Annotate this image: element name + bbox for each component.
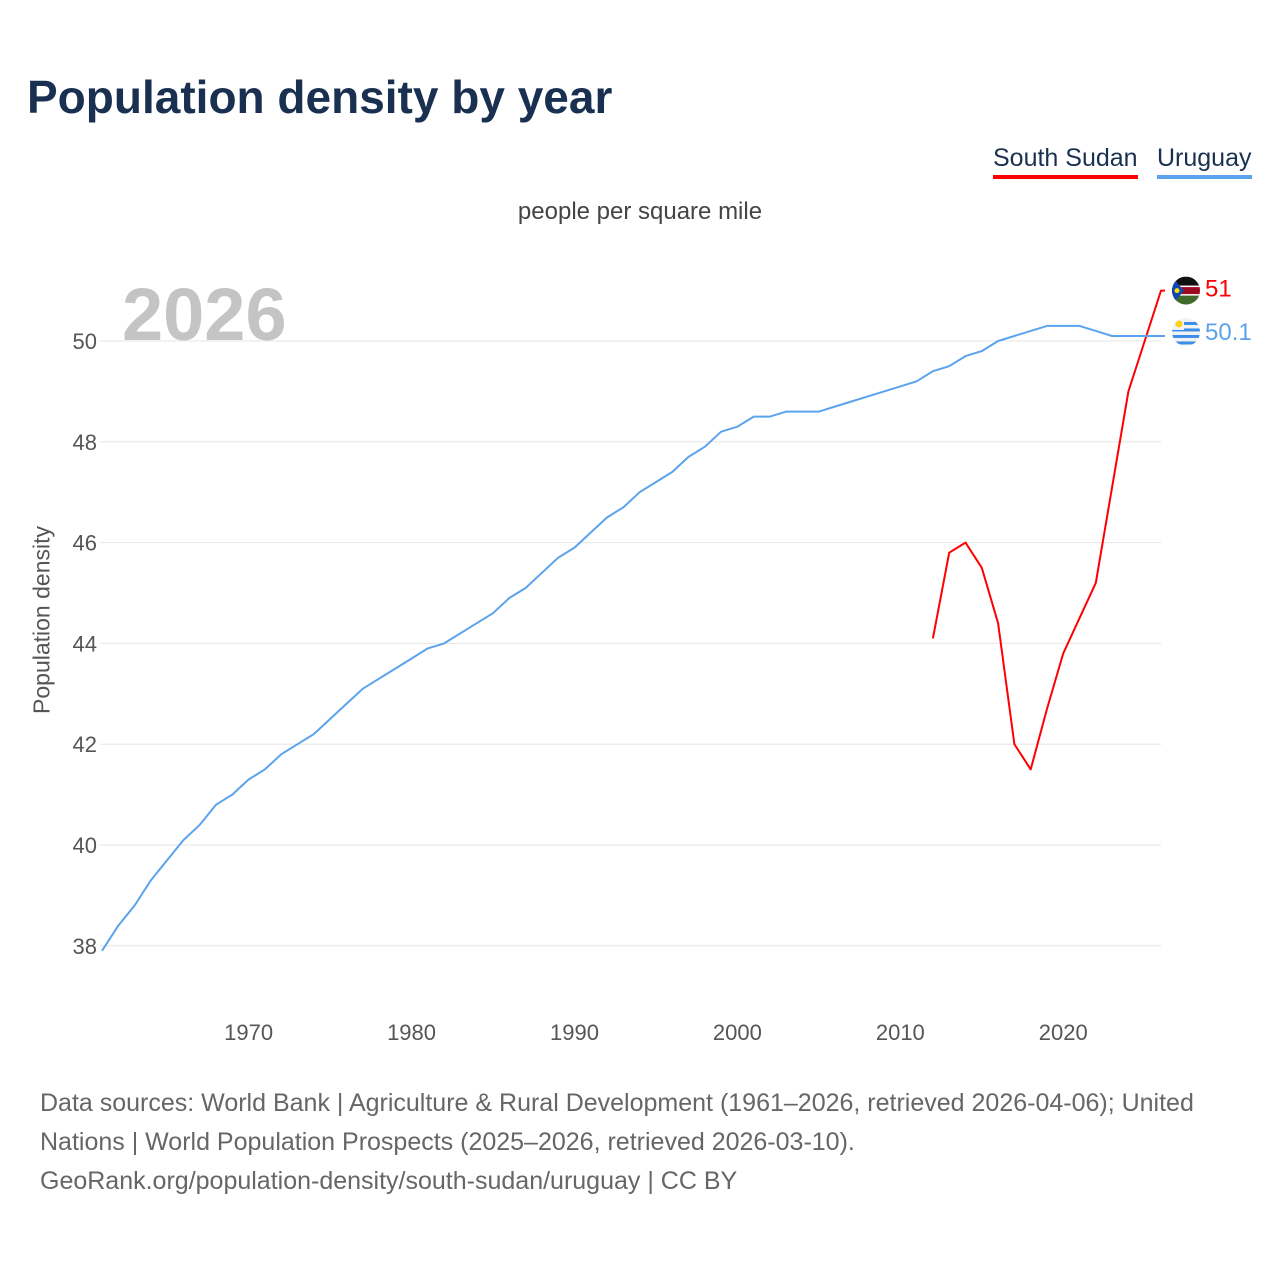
source-line: Data sources: World Bank | Agriculture &… [40, 1089, 1194, 1156]
source-line: GeoRank.org/population-density/south-sud… [40, 1167, 738, 1195]
y-tick-label: 44 [73, 631, 97, 656]
y-tick-label: 46 [73, 531, 97, 556]
legend-uruguay[interactable]: Uruguay [1157, 144, 1252, 179]
series-line-uruguay [101, 324, 1165, 952]
chart-subtitle: people per square mile [517, 198, 763, 225]
x-tick-label: 2020 [1039, 1020, 1088, 1045]
year-watermark: 2026 [122, 273, 287, 356]
x-tick-label: 2010 [876, 1020, 925, 1045]
end-value-label: 51 [1205, 276, 1232, 303]
series-line-south-sudan [931, 289, 1165, 771]
chart-title: Population density by year [27, 71, 613, 123]
y-tick-label: 40 [73, 833, 97, 858]
y-axis-label: Population density [28, 526, 55, 714]
legend-south-sudan[interactable]: South Sudan [993, 144, 1138, 179]
source-note: Data sources: World Bank | Agriculture &… [40, 1084, 1250, 1201]
x-tick-label: 2000 [713, 1020, 762, 1045]
y-tick-label: 38 [73, 934, 97, 959]
south-sudan-flag-icon [1172, 276, 1200, 305]
end-value-label: 50.1 [1205, 319, 1252, 346]
x-tick-label: 1980 [387, 1020, 436, 1045]
x-tick-label: 1990 [550, 1020, 599, 1045]
y-tick-label: 42 [73, 732, 97, 757]
y-tick-label: 50 [73, 329, 97, 354]
x-tick-label: 1970 [224, 1020, 273, 1045]
y-tick-label: 48 [73, 430, 97, 455]
uruguay-flag-icon [1172, 317, 1200, 346]
